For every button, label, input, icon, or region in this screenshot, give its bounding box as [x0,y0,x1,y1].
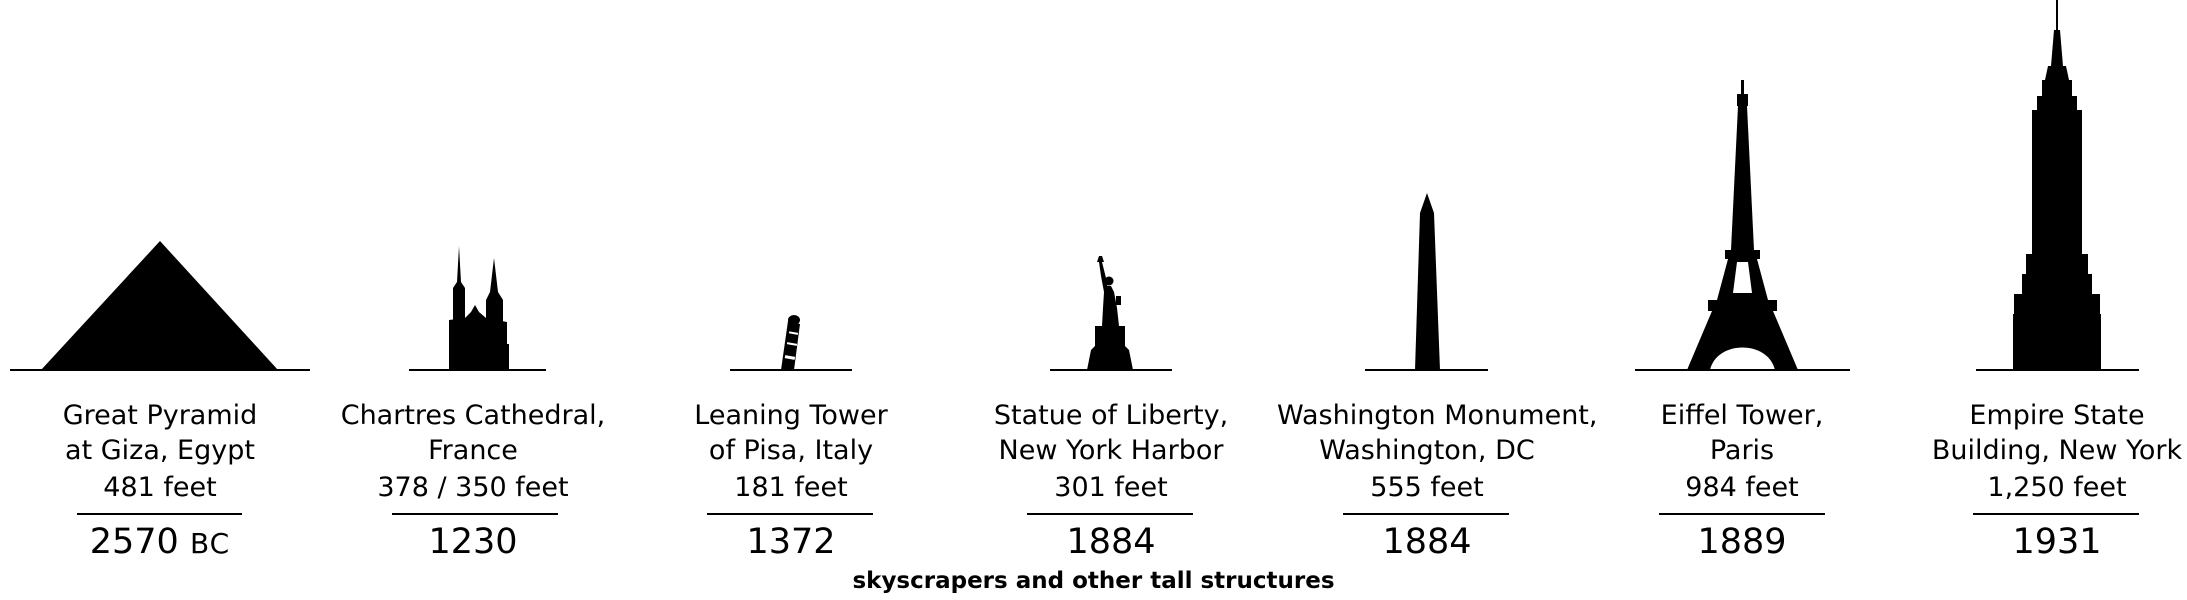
structure-name: Great Pyramid at Giza, Egypt [10,398,310,468]
name-line-2: of Pisa, Italy [708,435,874,466]
structure-empire-state-building: Empire State Building, New York 1,250 fe… [1907,0,2187,600]
structure-leaning-tower-of-pisa: Leaning Tower of Pisa, Italy 181 feet 13… [641,0,941,600]
structure-washington-monument: Washington Monument, Washington, DC 555 … [1277,0,1598,600]
leaning-tower-icon [730,315,852,371]
structure-year: 1889 [1592,520,1892,566]
structure-height: 301 feet [1054,472,1168,503]
structure-year: 1230 [323,520,623,566]
name-line-1: Empire State [1969,400,2145,431]
structure-chartres-cathedral: Chartres Cathedral, France 378 / 350 fee… [323,0,623,600]
name-line-2: Building, New York [1931,435,2183,466]
pyramid-icon [10,241,310,371]
structure-name: Chartres Cathedral, France [323,398,623,468]
name-line-1: Eiffel Tower, [1660,400,1824,431]
cathedral-icon [409,246,546,371]
structure-height: 1,250 feet [1987,472,2127,503]
name-line-2: Paris [1709,435,1775,466]
divider-rule [1343,513,1509,515]
name-line-1: Great Pyramid [62,400,258,431]
structure-year: 1372 [641,520,941,566]
year-value: 1884 [1066,522,1156,562]
structure-year: 2570 BC [10,520,310,566]
statue-of-liberty-icon [1050,256,1172,371]
structure-year: 1931 [1907,520,2187,566]
divider-rule [707,513,873,515]
divider-rule [392,513,558,515]
year-value: 2570 [89,522,179,562]
name-line-1: Statue of Liberty, [993,400,1229,431]
year-value: 1230 [428,522,518,562]
name-line-1: Chartres Cathedral, [340,400,606,431]
structure-height: 378 / 350 feet [377,472,569,503]
structure-height: 984 feet [1685,472,1799,503]
structure-name: Empire State Building, New York [1907,398,2187,468]
name-line-2: at Giza, Egypt [65,435,255,466]
structure-year: 1884 [961,520,1261,566]
year-era: BC [189,527,231,560]
structure-height: 555 feet [1370,472,1484,503]
name-line-2: New York Harbor [998,435,1224,466]
year-value: 1889 [1697,522,1787,562]
structure-eiffel-tower: Eiffel Tower, Paris 984 feet 1889 [1592,0,1892,600]
divider-rule [1973,513,2139,515]
divider-rule [1659,513,1825,515]
empire-state-building-icon [1976,0,2139,371]
year-value: 1372 [746,522,836,562]
structure-name: Washington Monument, Washington, DC [1277,398,1598,468]
name-line-1: Leaning Tower [694,400,888,431]
structure-name: Statue of Liberty, New York Harbor [961,398,1261,468]
structure-great-pyramid: Great Pyramid at Giza, Egypt 481 feet 25… [10,0,310,600]
diagram-caption: skyscrapers and other tall structures [852,568,1335,594]
divider-rule [77,513,242,515]
eiffel-tower-icon [1635,80,1850,371]
year-value: 1931 [2012,522,2102,562]
structure-statue-of-liberty: Statue of Liberty, New York Harbor 301 f… [961,0,1261,600]
structure-year: 1884 [1277,520,1577,566]
year-value: 1884 [1382,522,1472,562]
obelisk-icon [1365,193,1488,371]
name-line-2: France [428,435,518,466]
structure-height: 181 feet [734,472,848,503]
name-line-2: Washington, DC [1319,435,1535,466]
divider-rule [1027,513,1193,515]
structure-height: 481 feet [103,472,217,503]
name-line-1: Washington Monument, [1277,400,1598,431]
structure-name: Eiffel Tower, Paris [1592,398,1892,468]
structure-name: Leaning Tower of Pisa, Italy [641,398,941,468]
